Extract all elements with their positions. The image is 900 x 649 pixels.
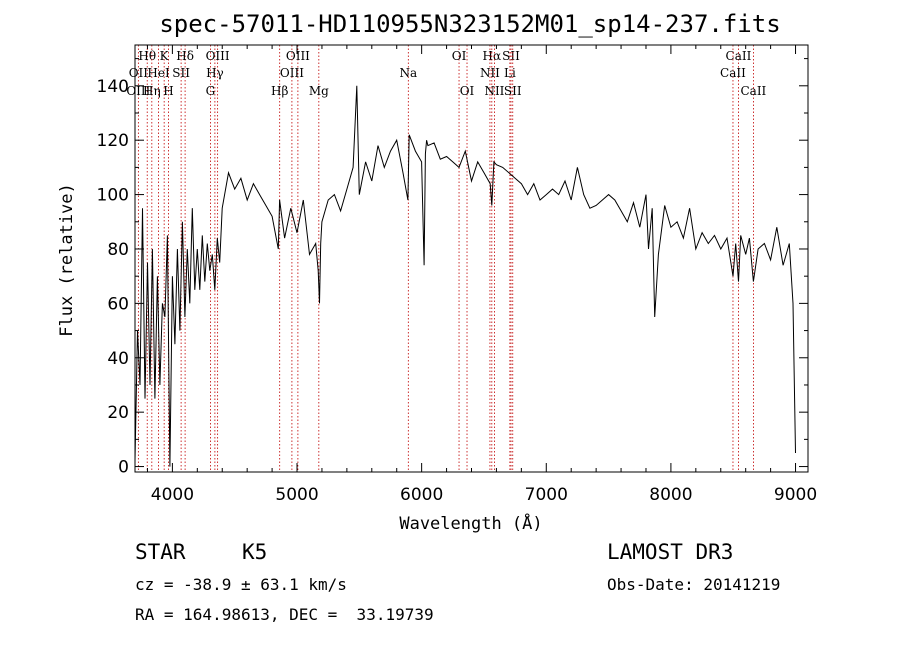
y-tick-label: 80 (107, 240, 129, 260)
line-marker-label: Hδ (176, 49, 194, 63)
y-axis-label: Flux (relative) (57, 183, 77, 337)
y-tick-label: 140 (97, 77, 129, 97)
y-tick-label: 60 (107, 294, 129, 314)
x-axis: 4000 5000 6000 7000 8000 9000 (146, 45, 817, 505)
x-tick-label: 6000 (400, 485, 443, 505)
object-subclass: K5 (242, 540, 268, 564)
plot-frame (134, 44, 809, 473)
line-marker-label: OIII (206, 49, 230, 63)
spectrum-line (134, 85, 796, 467)
line-marker-label: OIII (280, 66, 304, 80)
line-marker-label: CaII (740, 84, 766, 98)
line-marker-label: OI (452, 49, 467, 63)
line-marker-label: HeI (147, 66, 170, 80)
redshift-cz: cz = -38.9 ± 63.1 km/s (135, 575, 347, 594)
line-marker-label: H (163, 84, 173, 98)
object-class: STAR (135, 540, 186, 564)
line-marker-label: Na (399, 66, 417, 80)
y-tick-label: 40 (107, 349, 129, 369)
line-marker-label: SII (172, 66, 190, 80)
x-tick-label: 4000 (151, 485, 194, 505)
y-tick-label: 20 (107, 403, 129, 423)
line-marker-label: SII (504, 84, 522, 98)
x-tick-label: 7000 (525, 485, 568, 505)
line-marker-label: Mg (309, 84, 329, 98)
line-marker-label: NII (484, 84, 504, 98)
y-tick-label: 120 (97, 131, 129, 151)
line-marker-label: NII (480, 66, 500, 80)
line-marker-label: Hβ (271, 84, 288, 98)
line-marker-label: Li (504, 66, 516, 80)
x-tick-label: 8000 (649, 485, 692, 505)
x-tick-label: 9000 (774, 485, 817, 505)
y-tick-label: 0 (118, 458, 129, 478)
line-marker-label: OIII (286, 49, 310, 63)
line-marker-label: CaII (720, 66, 746, 80)
line-marker-label: K (160, 49, 170, 63)
survey-name: LAMOST DR3 (607, 540, 734, 564)
line-marker-label: Hγ (206, 66, 224, 80)
line-marker-label: Hθ (138, 49, 156, 63)
line-markers: Hθ OII OIII K HeI Hη H Hδ SII OIII Hγ G Hβ OIII OIII Mg… (126, 45, 767, 472)
line-marker-label: G (206, 84, 216, 98)
line-marker-label: OIII (126, 84, 150, 98)
line-marker-label: OII (129, 66, 149, 80)
y-tick-label: 100 (97, 186, 129, 206)
x-axis-label: Wavelength (Å) (399, 512, 542, 534)
x-tick-label: 5000 (275, 485, 318, 505)
line-marker-label: Hη (143, 84, 161, 98)
observation-date: Obs-Date: 20141219 (607, 575, 781, 594)
line-marker-label: SII (502, 49, 520, 63)
coordinates: RA = 164.98613, DEC = 33.19739 (135, 605, 434, 624)
line-marker-label: OI (460, 84, 475, 98)
line-marker-label: CaII (726, 49, 752, 63)
chart-title: spec-57011-HD110955N323152M01_sp14-237.f… (159, 10, 780, 38)
line-marker-label: Hα (483, 49, 502, 63)
series-group (134, 85, 796, 467)
y-axis: 0 20 40 60 80 100 120 140 (97, 58, 808, 478)
